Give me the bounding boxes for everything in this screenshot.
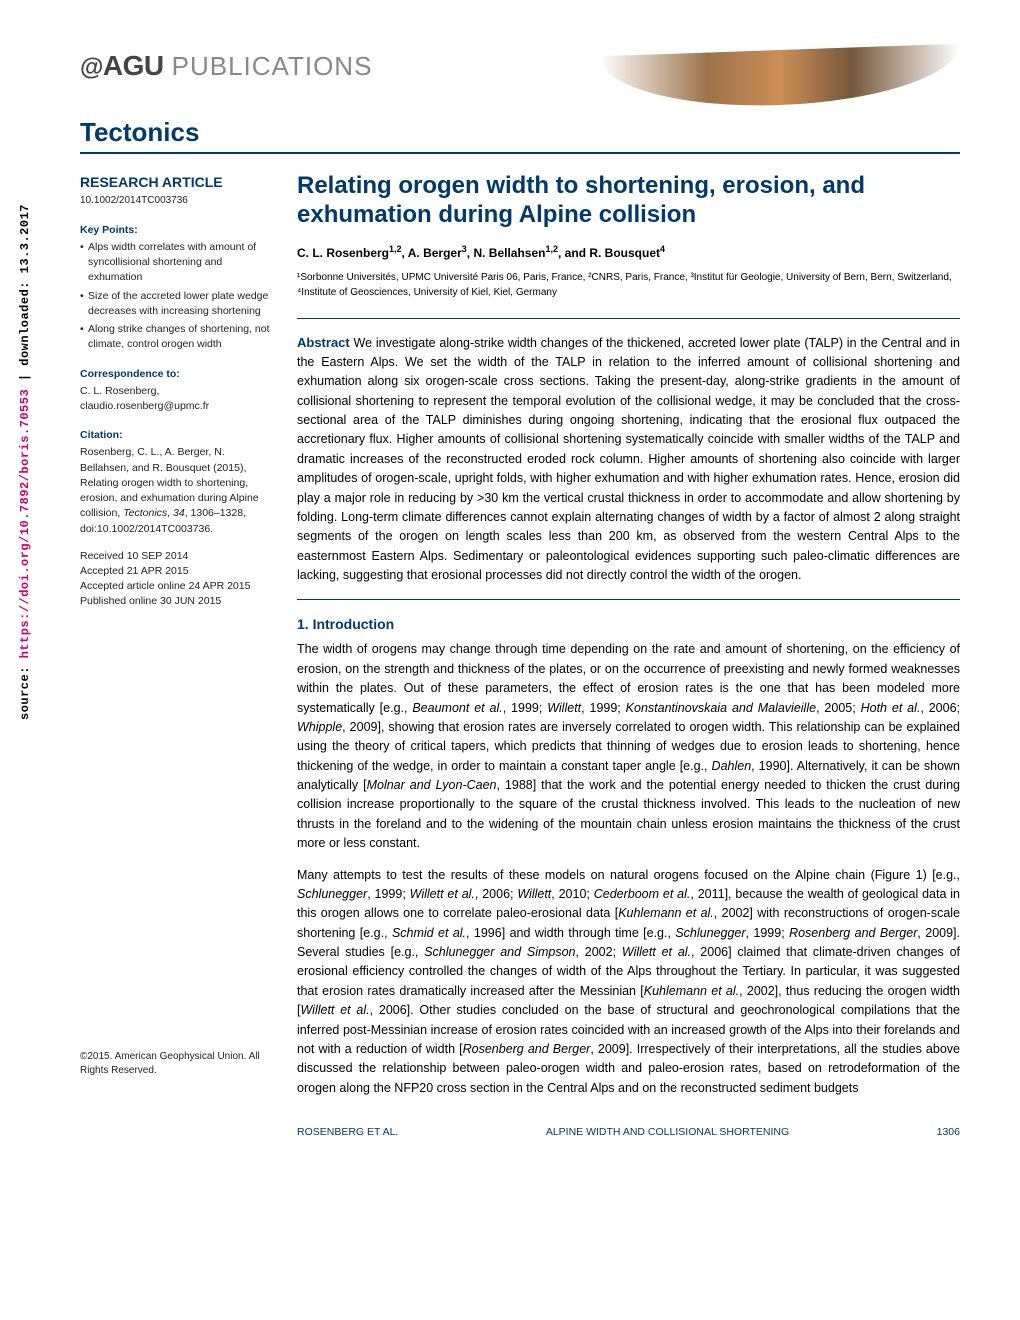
date-published: Published online 30 JUN 2015 — [80, 594, 275, 609]
article-title: Relating orogen width to shortening, ero… — [297, 172, 960, 230]
abstract-label: Abstract — [297, 335, 350, 350]
footer-center: ALPINE WIDTH AND COLLISIONAL SHORTENING — [546, 1126, 789, 1138]
copyright: ©2015. American Geophysical Union. All R… — [80, 1050, 275, 1079]
source-url: https://doi.org/10.7892/boris.70553 — [18, 389, 32, 659]
source-prefix: source: — [18, 658, 32, 720]
publisher-logo: @AGU PUBLICATIONS — [80, 50, 372, 82]
page-footer: ROSENBERG ET AL. ALPINE WIDTH AND COLLIS… — [297, 1126, 960, 1138]
affiliations: ¹Sorbonne Universités, UPMC Université P… — [297, 270, 960, 300]
date-received: Received 10 SEP 2014 — [80, 549, 275, 564]
date-online: Accepted article online 24 APR 2015 — [80, 579, 275, 594]
key-point: Along strike changes of shortening, not … — [80, 322, 275, 352]
header-swoosh-graphic — [600, 44, 960, 112]
source-date: downloaded: 13.3.2017 — [18, 204, 32, 366]
date-accepted: Accepted 21 APR 2015 — [80, 564, 275, 579]
footer-left: ROSENBERG ET AL. — [297, 1126, 398, 1138]
publications-text: PUBLICATIONS — [172, 51, 373, 82]
article-type: RESEARCH ARTICLE — [80, 172, 275, 192]
doi: 10.1002/2014TC003736 — [80, 194, 275, 209]
authors: C. L. Rosenberg1,2, A. Berger3, N. Bella… — [297, 244, 960, 260]
page-header: @AGU PUBLICATIONS — [80, 50, 960, 105]
citation-label: Citation: — [80, 428, 275, 443]
journal-name: Tectonics — [80, 117, 960, 154]
key-point: Size of the accreted lower plate wedge d… — [80, 289, 275, 319]
section-heading: 1. Introduction — [297, 616, 960, 632]
body-paragraph: Many attempts to test the results of the… — [297, 866, 960, 1099]
correspondence-name: C. L. Rosenberg, — [80, 384, 275, 399]
key-point: Alps width correlates with amount of syn… — [80, 240, 275, 286]
key-points-label: Key Points: — [80, 223, 275, 238]
key-points-list: Alps width correlates with amount of syn… — [80, 240, 275, 353]
citation-text: Rosenberg, C. L., A. Berger, N. Bellahse… — [80, 445, 275, 536]
source-sidebar: source: https://doi.org/10.7892/boris.70… — [18, 204, 32, 720]
correspondence-label: Correspondence to: — [80, 367, 275, 382]
abstract-text: We investigate along-strike width change… — [297, 336, 960, 583]
footer-right: 1306 — [937, 1126, 960, 1138]
source-sep: | — [18, 366, 32, 389]
correspondence-email: claudio.rosenberg@upmc.fr — [80, 399, 275, 414]
body-paragraph: The width of orogens may change through … — [297, 640, 960, 853]
main-content: Relating orogen width to shortening, ero… — [297, 172, 960, 1138]
sidebar: RESEARCH ARTICLE 10.1002/2014TC003736 Ke… — [80, 172, 275, 1138]
abstract-block: Abstract We investigate along-strike wid… — [297, 318, 960, 601]
agu-logo-text: @AGU — [80, 50, 164, 82]
